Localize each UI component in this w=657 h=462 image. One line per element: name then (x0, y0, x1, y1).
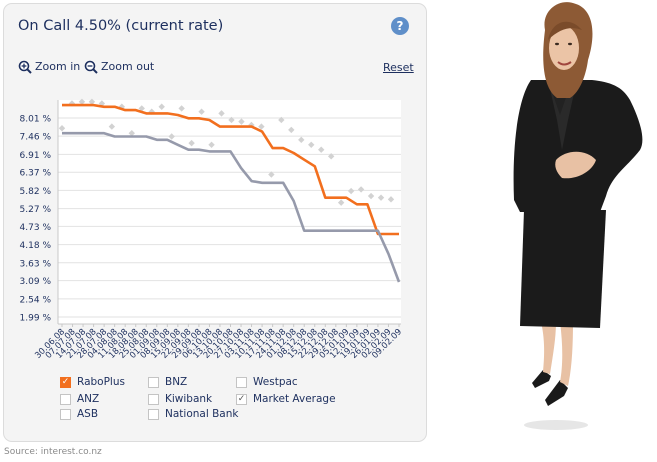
legend-label: ASB (77, 408, 99, 420)
other-bank-marker (228, 116, 235, 124)
other-bank-marker (138, 105, 145, 112)
other-bank-marker (108, 123, 116, 130)
y-tick-label: 4.18 % (20, 241, 52, 251)
other-bank-marker (318, 146, 325, 153)
legend-item-kiwibank[interactable]: Kiwibank (148, 393, 212, 405)
other-bank-marker (178, 105, 185, 112)
legend-item-bnz[interactable]: BNZ (148, 376, 187, 388)
other-bank-marker (357, 186, 365, 193)
legend-checkbox[interactable]: ✓ (236, 393, 247, 405)
zoom-in-icon (18, 60, 32, 74)
zoom-out-button[interactable]: Zoom out (84, 60, 154, 74)
legend-checkbox[interactable] (236, 376, 247, 388)
legend-checkbox[interactable] (60, 408, 71, 420)
other-bank-marker (188, 139, 195, 147)
legend-label: Kiwibank (165, 393, 213, 405)
other-bank-marker (128, 130, 135, 137)
other-bank-marker (158, 103, 165, 110)
other-bank-marker (238, 118, 245, 125)
legend-checkbox[interactable] (148, 393, 159, 405)
legend-item-raboplus[interactable]: ✓ RaboPlus (60, 376, 125, 388)
other-bank-marker (367, 192, 375, 200)
other-bank-marker (208, 141, 215, 148)
other-bank-marker (278, 116, 285, 124)
businesswoman-photo (513, 2, 643, 430)
other-bank-marker (88, 98, 96, 106)
zoom-out-icon (84, 60, 98, 74)
other-bank-marker (347, 187, 355, 195)
y-tick-label: 8.01 % (20, 115, 52, 125)
help-icon[interactable]: ? (391, 17, 409, 35)
other-bank-marker (377, 194, 385, 201)
y-tick-label: 4.73 % (20, 223, 52, 233)
other-bank-marker (387, 196, 395, 203)
legend-label: National Bank (165, 408, 239, 420)
legend-label: Market Average (253, 393, 336, 405)
legend-item-westpac[interactable]: Westpac (236, 376, 298, 388)
zoom-out-label: Zoom out (101, 60, 155, 73)
other-bank-marker (268, 171, 275, 178)
other-bank-marker (78, 98, 86, 106)
legend-item-market-average[interactable]: ✓ Market Average (236, 393, 336, 405)
other-bank-marker (118, 103, 126, 110)
y-tick-label: 3.09 % (20, 277, 52, 287)
other-bank-marker (337, 199, 345, 206)
legend-checkbox[interactable]: ✓ (60, 376, 71, 388)
reset-link[interactable]: Reset (383, 61, 414, 74)
chart-title: On Call 4.50% (current rate) (18, 18, 224, 34)
y-tick-label: 5.27 % (20, 205, 52, 215)
zoom-in-button[interactable]: Zoom in (18, 60, 80, 74)
y-tick-label: 6.91 % (20, 151, 52, 161)
other-bank-marker (288, 126, 295, 134)
legend-checkbox[interactable] (60, 393, 71, 405)
other-bank-marker (308, 141, 315, 148)
y-tick-label: 3.63 % (20, 259, 52, 269)
legend-item-asb[interactable]: ASB (60, 408, 98, 420)
market-average-line (62, 131, 401, 283)
source-note: Source: interest.co.nz (4, 447, 102, 457)
legend-checkbox[interactable] (148, 376, 159, 388)
raboplus-line (62, 103, 399, 236)
other-bank-marker (218, 110, 225, 117)
other-bank-marker (258, 123, 265, 130)
y-tick-label: 6.37 % (20, 169, 52, 179)
y-tick-label: 5.82 % (20, 187, 52, 197)
other-bank-marker (98, 100, 106, 107)
other-bank-marker (58, 125, 66, 132)
zoom-in-label: Zoom in (35, 60, 81, 73)
legend-label: BNZ (165, 376, 188, 388)
legend-label: RaboPlus (77, 376, 125, 388)
legend-label: Westpac (253, 376, 298, 388)
legend-item-anz[interactable]: ANZ (60, 393, 99, 405)
y-tick-label: 7.46 % (20, 133, 52, 143)
legend-item-national-bank[interactable]: National Bank (148, 408, 238, 420)
other-bank-marker (198, 108, 205, 115)
other-bank-marker (298, 136, 305, 144)
y-tick-label: 2.54 % (20, 295, 52, 305)
y-tick-label: 1.99 % (20, 314, 52, 324)
legend-checkbox[interactable] (148, 408, 159, 420)
other-bank-marker (68, 100, 76, 107)
other-bank-marker (327, 153, 335, 160)
legend-label: ANZ (77, 393, 100, 405)
other-bank-marker (168, 133, 175, 140)
